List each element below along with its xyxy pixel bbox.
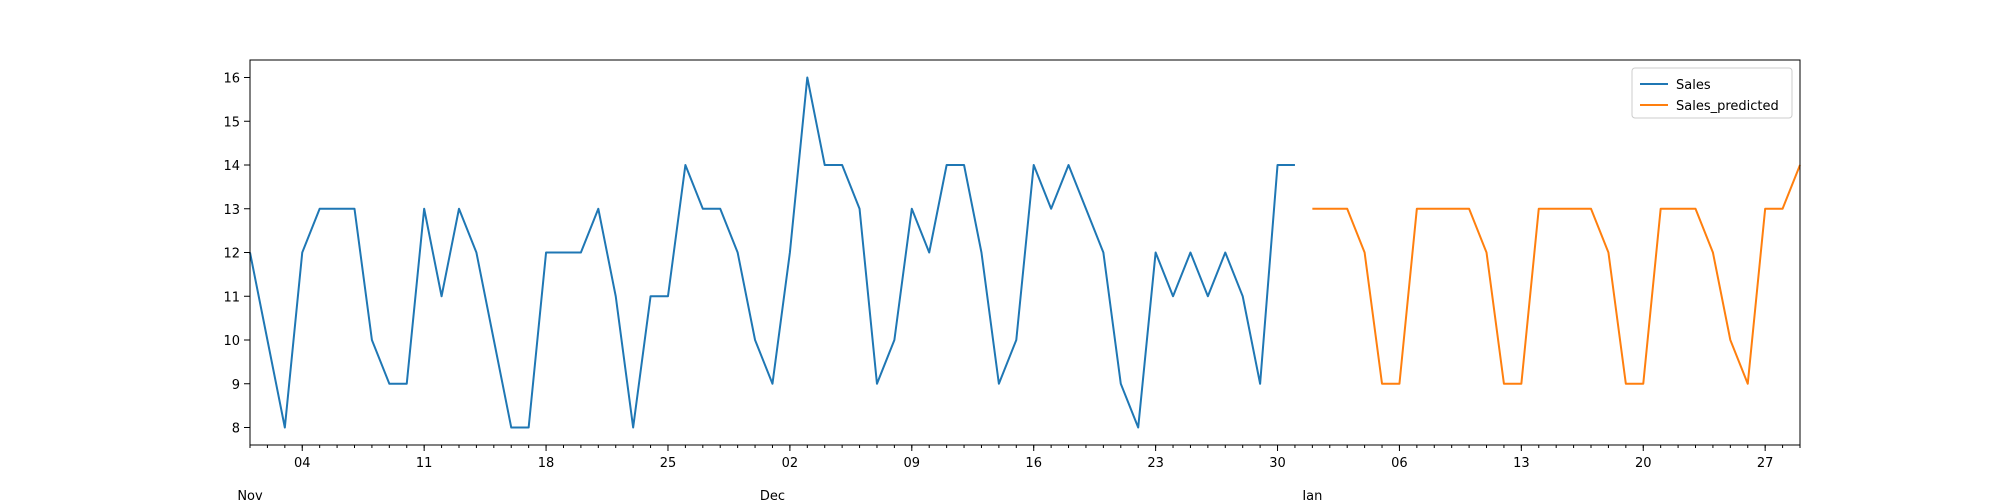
x-tick-label: 02 xyxy=(782,456,799,471)
x-tick-label: 18 xyxy=(538,456,555,471)
plot-lines xyxy=(249,76,1801,429)
x-month-label: Nov xyxy=(237,489,263,500)
x-month-label: Jan xyxy=(1301,489,1322,500)
y-tick-label: 14 xyxy=(223,159,240,174)
legend-label: Sales xyxy=(1676,78,1711,93)
y-tick-label: 15 xyxy=(223,115,240,130)
x-tick-label: 20 xyxy=(1635,456,1652,471)
x-tick-label: 23 xyxy=(1147,456,1164,471)
x-tick-label: 11 xyxy=(416,456,433,471)
series-line-0 xyxy=(249,76,1295,429)
y-tick-label: 12 xyxy=(223,247,240,262)
legend: Sales Sales_predicted xyxy=(1631,67,1793,119)
series-line-1 xyxy=(1312,164,1801,385)
y-tick-label: 10 xyxy=(223,334,240,349)
x-tick-label: 09 xyxy=(904,456,921,471)
x-tick-label: 16 xyxy=(1025,456,1042,471)
y-tick-label: 16 xyxy=(223,72,240,87)
x-tick-label: 27 xyxy=(1757,456,1774,471)
y-tick-label: 11 xyxy=(223,290,240,305)
legend-box xyxy=(1631,67,1793,119)
legend-label: Sales_predicted xyxy=(1676,99,1779,114)
y-axis: 8 9 10 11 12 13 14 15 16 xyxy=(223,72,250,437)
x-tick-label: 13 xyxy=(1513,456,1530,471)
x-axis: 04 11 18 25 02 09 16 23 30 06 13 20 27 Nov Dec Jan xyxy=(237,445,1801,500)
x-tick-label: 30 xyxy=(1269,456,1286,471)
x-tick-label: 25 xyxy=(660,456,677,471)
y-tick-label: 8 xyxy=(232,422,240,437)
x-month-label: Dec xyxy=(760,489,785,500)
x-tick-label: 04 xyxy=(294,456,311,471)
y-tick-label: 13 xyxy=(223,203,240,218)
x-tick-label: 06 xyxy=(1391,456,1408,471)
y-tick-label: 9 xyxy=(232,378,240,393)
